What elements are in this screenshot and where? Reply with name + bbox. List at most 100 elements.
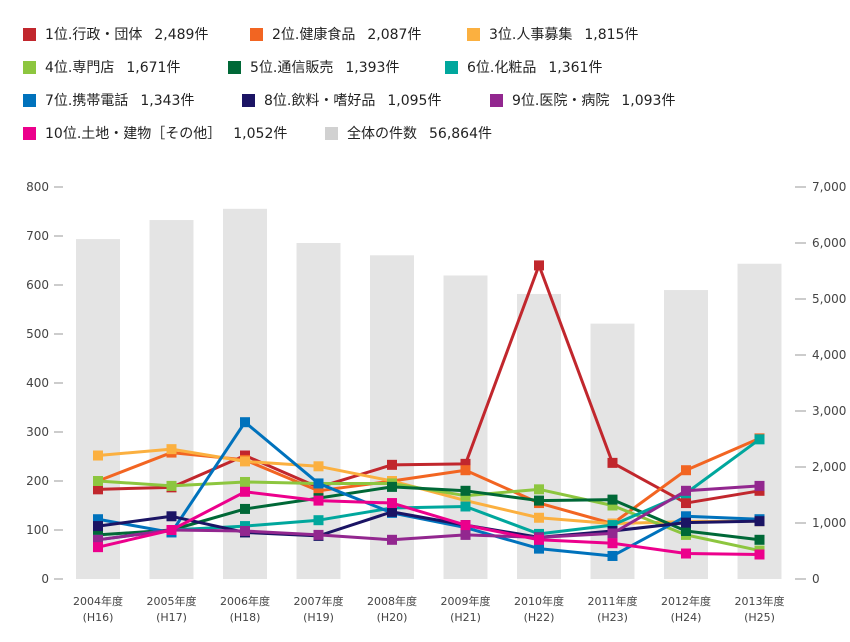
series-point: [681, 511, 691, 522]
series-point: [387, 459, 397, 470]
series-line: [97, 263, 760, 505]
left-tick-label: 0: [41, 572, 49, 586]
legend-label: 5位.通信販売: [250, 60, 334, 76]
right-tick-label: 7,000: [812, 180, 846, 194]
series-point: [681, 548, 691, 559]
x-tick-label: 2005年度: [147, 594, 197, 608]
right-tick-label: 4,000: [812, 348, 846, 362]
series-point: [754, 534, 765, 545]
series-point: [313, 495, 324, 506]
legend-label: 7位.携帯電話: [45, 93, 129, 109]
legend-item: 6位.化粧品 1,361件: [445, 57, 602, 77]
legend-swatch: [23, 60, 36, 74]
series-point: [460, 485, 471, 496]
series-point: [534, 543, 544, 554]
right-tick-label: 6,000: [812, 236, 846, 250]
series-point: [534, 495, 544, 506]
series-point: [387, 481, 397, 492]
series-point: [681, 498, 691, 509]
legend-count: 1,095件: [387, 93, 442, 109]
x-tick-sublabel: (H25): [744, 611, 775, 624]
legend-item: 1位.行政・団体 2,489件: [23, 24, 208, 44]
x-tick-label: 2004年度: [73, 594, 123, 608]
x-tick-label: 2009年度: [441, 594, 491, 608]
x-tick-label: 2010年度: [514, 594, 564, 608]
legend-label: 6位.化粧品: [467, 60, 537, 76]
left-tick-label: 600: [26, 278, 49, 292]
series-point: [313, 485, 324, 496]
series-line: [97, 510, 760, 539]
series-point: [387, 506, 397, 517]
series-point: [534, 512, 544, 523]
x-tick-sublabel: (H19): [303, 611, 334, 624]
series-line: [97, 420, 760, 558]
legend-swatch: [490, 93, 503, 107]
right-tick-label: 2,000: [812, 460, 846, 474]
legend-count: 2,489件: [154, 27, 209, 43]
series-point: [754, 549, 765, 560]
series-point: [534, 484, 544, 495]
left-tick-label: 200: [26, 474, 49, 488]
total-bar: [370, 255, 414, 579]
legend-item: 全体の件数 56,864件: [325, 123, 492, 143]
total-bar: [296, 243, 341, 579]
series-point: [93, 521, 103, 532]
legend-item: 8位.飲料・嗜好品 1,095件: [242, 90, 441, 110]
series-point: [387, 534, 397, 545]
x-tick-label: 2007年度: [294, 594, 344, 608]
series-point: [607, 528, 618, 539]
series-point: [313, 515, 324, 526]
legend-item: 4位.専門店 1,671件: [23, 57, 180, 77]
series-point: [607, 550, 618, 561]
series-point: [93, 542, 103, 553]
series-point: [166, 444, 177, 455]
series-point: [681, 465, 691, 476]
legend-count: 1,671件: [126, 60, 181, 76]
series-point: [681, 525, 691, 536]
legend-swatch: [242, 93, 255, 107]
legend-item: 2位.健康食品 2,087件: [250, 24, 421, 44]
series-point: [681, 485, 691, 496]
legend-label: 9位.医院・病院: [512, 93, 610, 109]
x-tick-sublabel: (H24): [671, 611, 702, 624]
legend-count: 1,361件: [548, 60, 603, 76]
left-tick-label: 400: [26, 376, 49, 390]
series-point: [313, 478, 324, 489]
total-bar: [737, 263, 782, 579]
legend-label: 全体の件数: [347, 126, 417, 142]
series-line: [97, 436, 761, 526]
legend-swatch: [23, 93, 36, 107]
x-tick-label: 2013年度: [735, 594, 785, 608]
legend-swatch: [23, 27, 36, 41]
series-point: [754, 516, 765, 527]
series-point: [313, 529, 324, 540]
series-line: [97, 485, 760, 542]
series-point: [534, 534, 544, 545]
series-point: [93, 484, 103, 495]
series-line: [97, 438, 761, 542]
legend-label: 10位.土地・建物［その他］: [45, 126, 222, 142]
legend-item: 3位.人事募集 1,815件: [467, 24, 638, 44]
right-tick-label: 3,000: [812, 404, 846, 418]
series-point: [607, 457, 618, 468]
series-point: [240, 417, 250, 428]
x-tick-sublabel: (H20): [377, 611, 408, 624]
series-point: [460, 520, 471, 531]
legend-count: 1,393件: [345, 60, 400, 76]
series-point: [607, 500, 618, 511]
legend-count: 1,343件: [140, 93, 195, 109]
legend-label: 3位.人事募集: [489, 27, 573, 43]
legend-count: 1,052件: [233, 126, 288, 142]
series-point: [93, 534, 103, 545]
series-point: [534, 260, 544, 271]
legend-count: 2,087件: [367, 27, 422, 43]
legend-label: 1位.行政・団体: [45, 27, 143, 43]
legend-item: 7位.携帯電話 1,343件: [23, 90, 194, 110]
series-line: [97, 484, 760, 542]
legend-count: 1,093件: [621, 93, 676, 109]
legend-item: 5位.通信販売 1,393件: [228, 57, 399, 77]
legend-swatch: [325, 126, 338, 140]
series-point: [166, 480, 177, 491]
legend-swatch: [250, 27, 263, 41]
left-tick-label: 100: [26, 523, 49, 537]
